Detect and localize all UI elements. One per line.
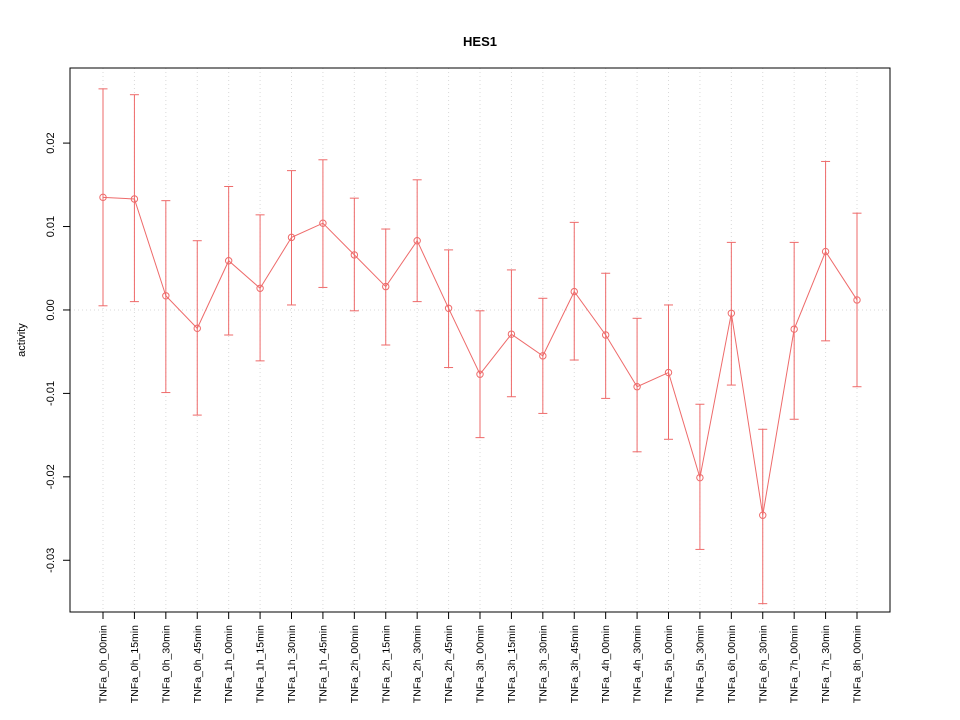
data-point: [382, 282, 390, 291]
x-tick-label: TNFa_3h_30min: [537, 625, 549, 703]
y-tick-label: -0.01: [45, 381, 57, 406]
x-tick-label: TNFa_3h_00min: [475, 625, 487, 703]
x-tick-label: TNFa_5h_30min: [694, 625, 706, 703]
x-tick-label: TNFa_2h_45min: [443, 625, 455, 703]
x-tick-label: TNFa_0h_15min: [129, 625, 141, 703]
y-tick-label: -0.02: [45, 464, 57, 489]
data-point: [193, 324, 201, 333]
x-tick-label: TNFa_1h_00min: [223, 625, 235, 703]
data-point: [727, 309, 736, 318]
x-tick-label: TNFa_8h_00min: [852, 625, 864, 703]
x-tick-label: TNFa_4h_30min: [632, 625, 644, 703]
data-point: [476, 370, 484, 378]
x-tick-label: TNFa_3h_45min: [569, 625, 581, 703]
x-tick-label: TNFa_0h_45min: [192, 625, 204, 703]
data-point: [790, 325, 798, 333]
x-tick-label: TNFa_6h_00min: [726, 625, 738, 703]
x-tick-label: TNFa_2h_00min: [349, 625, 361, 703]
data-point: [256, 284, 264, 292]
data-point: [601, 331, 610, 339]
x-tick-label: TNFa_2h_15min: [380, 625, 392, 703]
data-point: [444, 304, 453, 312]
data-point: [633, 383, 641, 391]
x-tick-label: TNFa_1h_15min: [255, 625, 267, 703]
x-tick-label: TNFa_3h_15min: [506, 625, 518, 703]
data-point: [319, 219, 327, 227]
y-tick-label: 0.01: [45, 216, 57, 237]
x-tick-label: TNFa_5h_00min: [663, 625, 675, 703]
data-point: [664, 368, 673, 377]
x-tick-label: TNFa_0h_30min: [160, 625, 172, 703]
chart-title: HES1: [463, 34, 497, 49]
x-tick-label: TNFa_2h_30min: [412, 625, 424, 703]
x-tick-label: TNFa_7h_30min: [820, 625, 832, 703]
y-tick-label: -0.03: [45, 548, 57, 573]
data-point: [507, 330, 516, 338]
data-point: [350, 251, 359, 259]
data-point: [130, 195, 139, 203]
data-point: [287, 233, 296, 242]
x-tick-label: TNFa_4h_00min: [600, 625, 612, 703]
data-point: [539, 352, 547, 360]
data-point: [413, 237, 421, 245]
y-tick-label: 0.02: [45, 132, 57, 153]
data-point: [570, 287, 578, 296]
data-point: [99, 193, 107, 202]
data-point: [696, 473, 704, 482]
data-point: [759, 511, 767, 519]
x-tick-label: TNFa_1h_45min: [317, 625, 329, 703]
data-point: [853, 296, 861, 304]
data-point: [162, 292, 170, 300]
x-tick-label: TNFa_7h_00min: [789, 625, 801, 703]
y-tick-label: 0.00: [45, 299, 57, 320]
data-point: [821, 247, 830, 256]
x-tick-label: TNFa_6h_30min: [757, 625, 769, 703]
data-line: [102, 196, 858, 516]
x-tick-label: TNFa_0h_00min: [98, 625, 110, 703]
data-point: [224, 257, 233, 265]
x-tick-label: TNFa_1h_30min: [286, 625, 298, 703]
y-axis-label: activity: [16, 323, 28, 357]
